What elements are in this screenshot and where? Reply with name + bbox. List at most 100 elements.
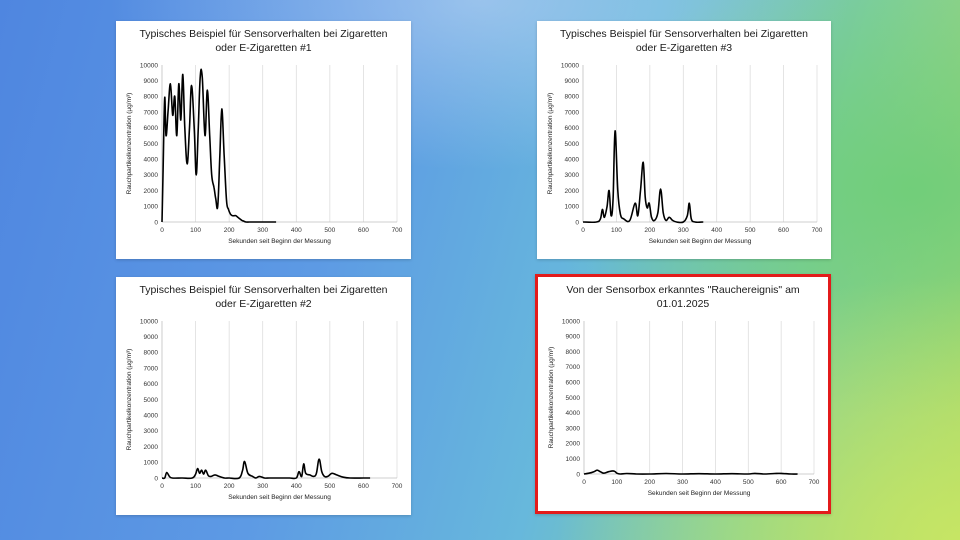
- y-tick-label: 1000: [566, 456, 581, 463]
- y-tick-label: 10000: [562, 318, 580, 325]
- x-tick-label: 200: [224, 483, 235, 490]
- y-tick-label: 3000: [566, 425, 581, 432]
- x-tick-label: 600: [358, 483, 369, 490]
- y-axis-label: Rauchpartikelkonzentration (µg/m³): [548, 347, 555, 449]
- chart-panel-3: Typisches Beispiel für Sensorverhalten b…: [537, 21, 831, 259]
- chart-title-line: Von der Sensorbox erkanntes "Rauchereign…: [566, 284, 800, 296]
- x-tick-label: 0: [160, 483, 164, 490]
- chart-title-line: Typisches Beispiel für Sensorverhalten b…: [560, 28, 808, 40]
- chart-panel-1: Typisches Beispiel für Sensorverhalten b…: [116, 21, 411, 259]
- y-tick-label: 9000: [144, 334, 159, 341]
- x-tick-label: 400: [710, 479, 721, 486]
- series-line: [161, 458, 371, 480]
- y-tick-label: 3000: [144, 172, 159, 179]
- x-tick-label: 0: [581, 227, 585, 234]
- x-axis-label: Sekunden seit Beginn der Messung: [648, 490, 751, 497]
- x-tick-label: 700: [392, 483, 403, 490]
- x-tick-label: 100: [190, 483, 201, 490]
- x-tick-label: 300: [257, 227, 268, 234]
- x-tick-label: 500: [324, 483, 335, 490]
- y-tick-label: 7000: [144, 109, 159, 116]
- y-tick-label: 5000: [565, 141, 580, 148]
- chart-title-line: Typisches Beispiel für Sensorverhalten b…: [139, 28, 387, 40]
- x-tick-label: 200: [644, 227, 655, 234]
- chart-title-line: 01.01.2025: [657, 298, 710, 310]
- y-tick-label: 4000: [144, 157, 159, 164]
- x-tick-label: 400: [291, 483, 302, 490]
- y-tick-label: 10000: [561, 62, 579, 69]
- y-tick-label: 1000: [565, 204, 580, 211]
- y-tick-label: 1000: [144, 460, 159, 467]
- y-tick-label: 3000: [565, 172, 580, 179]
- y-axis-label: Rauchpartikelkonzentration (µg/m³): [126, 349, 133, 451]
- y-tick-label: 1000: [144, 204, 159, 211]
- x-axis-label: Sekunden seit Beginn der Messung: [228, 494, 331, 501]
- y-tick-label: 0: [154, 475, 158, 482]
- y-tick-label: 7000: [565, 109, 580, 116]
- y-tick-label: 0: [575, 219, 579, 226]
- y-tick-label: 8000: [565, 94, 580, 101]
- x-tick-label: 0: [160, 227, 164, 234]
- y-tick-label: 9000: [144, 78, 159, 85]
- x-tick-label: 0: [582, 479, 586, 486]
- chart-3-svg: Typisches Beispiel für Sensorverhalten b…: [547, 28, 823, 245]
- x-tick-label: 500: [743, 479, 754, 486]
- y-tick-label: 8000: [144, 350, 159, 357]
- y-tick-label: 3000: [144, 428, 159, 435]
- chart-title-line: oder E-Zigaretten #3: [636, 42, 732, 54]
- x-tick-label: 100: [190, 227, 201, 234]
- y-tick-label: 5000: [566, 395, 581, 402]
- series-line: [583, 469, 798, 475]
- x-tick-label: 400: [291, 227, 302, 234]
- y-tick-label: 2000: [566, 441, 581, 448]
- series-line: [161, 68, 277, 223]
- x-tick-label: 600: [778, 227, 789, 234]
- x-tick-label: 200: [644, 479, 655, 486]
- y-tick-label: 8000: [144, 94, 159, 101]
- y-tick-label: 5000: [144, 397, 159, 404]
- y-tick-label: 10000: [140, 318, 158, 325]
- x-tick-label: 500: [745, 227, 756, 234]
- x-tick-label: 400: [711, 227, 722, 234]
- y-axis-label: Rauchpartikelkonzentration (µg/m³): [126, 93, 133, 195]
- y-tick-label: 5000: [144, 141, 159, 148]
- x-tick-label: 700: [809, 479, 820, 486]
- x-tick-label: 100: [611, 227, 622, 234]
- x-tick-label: 300: [677, 479, 688, 486]
- x-tick-label: 500: [324, 227, 335, 234]
- y-tick-label: 0: [576, 471, 580, 478]
- y-tick-label: 4000: [144, 413, 159, 420]
- x-axis-label: Sekunden seit Beginn der Messung: [228, 238, 331, 245]
- y-tick-label: 2000: [565, 188, 580, 195]
- x-tick-label: 700: [812, 227, 823, 234]
- y-tick-label: 8000: [566, 349, 581, 356]
- chart-title-line: oder E-Zigaretten #2: [215, 298, 311, 310]
- y-tick-label: 10000: [140, 62, 158, 69]
- x-tick-label: 700: [392, 227, 403, 234]
- x-tick-label: 600: [358, 227, 369, 234]
- y-tick-label: 9000: [566, 334, 581, 341]
- series-line: [582, 130, 704, 224]
- x-tick-label: 300: [678, 227, 689, 234]
- x-tick-label: 100: [611, 479, 622, 486]
- x-tick-label: 600: [776, 479, 787, 486]
- y-tick-label: 6000: [565, 125, 580, 132]
- y-tick-label: 2000: [144, 444, 159, 451]
- y-tick-label: 6000: [566, 380, 581, 387]
- x-axis-label: Sekunden seit Beginn der Messung: [649, 238, 752, 245]
- y-tick-label: 6000: [144, 381, 159, 388]
- y-axis-label: Rauchpartikelkonzentration (µg/m³): [547, 93, 554, 195]
- y-tick-label: 0: [154, 219, 158, 226]
- y-tick-label: 4000: [566, 410, 581, 417]
- x-tick-label: 200: [224, 227, 235, 234]
- chart-1-svg: Typisches Beispiel für Sensorverhalten b…: [126, 28, 403, 245]
- chart-title-line: oder E-Zigaretten #1: [215, 42, 311, 54]
- y-tick-label: 6000: [144, 125, 159, 132]
- y-tick-label: 7000: [566, 364, 581, 371]
- y-tick-label: 2000: [144, 188, 159, 195]
- y-tick-label: 4000: [565, 157, 580, 164]
- chart-2-svg: Typisches Beispiel für Sensorverhalten b…: [126, 284, 403, 501]
- chart-title-line: Typisches Beispiel für Sensorverhalten b…: [139, 284, 387, 296]
- chart-panel-2: Typisches Beispiel für Sensorverhalten b…: [116, 277, 411, 515]
- chart-sensorbox-svg: Von der Sensorbox erkanntes "Rauchereign…: [548, 284, 820, 497]
